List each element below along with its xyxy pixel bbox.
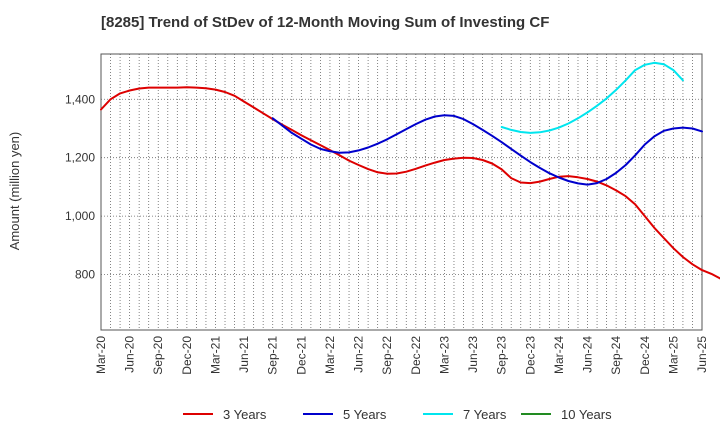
series-line-3-years [100, 86, 720, 280]
x-tick-label: Jun-24 [581, 336, 595, 373]
legend-label-3-years: 3 Years [223, 407, 267, 422]
x-tick-label: Jun-20 [123, 336, 137, 373]
x-tick-label: Dec-21 [294, 336, 308, 375]
x-tick-label: Mar-23 [437, 336, 451, 374]
x-tick-label: Sep-24 [609, 336, 623, 375]
x-tick-label: Mar-20 [94, 336, 108, 374]
y-tick-label: 1,400 [65, 92, 95, 106]
x-tick-label: Mar-25 [666, 336, 680, 374]
y-axis-label: Amount (million yen) [7, 132, 22, 251]
x-tick-label: Mar-22 [323, 336, 337, 374]
x-tick-label: Jun-22 [352, 336, 366, 373]
x-tick-label: Sep-21 [266, 336, 280, 375]
y-tick-label: 800 [75, 268, 95, 282]
x-tick-label: Sep-20 [151, 336, 165, 375]
y-tick-label: 1,200 [65, 151, 95, 165]
x-tick-label: Dec-24 [638, 336, 652, 375]
x-tick-label: Jun-25 [695, 336, 709, 373]
x-tick-label: Sep-23 [495, 336, 509, 375]
x-tick-label: Sep-22 [380, 336, 394, 375]
legend-label-5-years: 5 Years [343, 407, 387, 422]
x-tick-label: Jun-21 [237, 336, 251, 373]
plot-area: 800 1,000 1,200 1,400 Mar-20 Jun-20 Sep-20 Dec-… [65, 53, 720, 375]
legend-label-7-years: 7 Years [463, 407, 507, 422]
x-tick-label: Mar-24 [552, 336, 566, 374]
series-line-5-years [271, 114, 703, 186]
x-tick-label: Jun-23 [466, 336, 480, 373]
x-tick-label: Mar-21 [208, 336, 222, 374]
plot-frame [100, 53, 703, 331]
legend: 3 Years 5 Years 7 Years 10 Years [183, 407, 612, 422]
x-tick-label: Dec-20 [180, 336, 194, 375]
y-tick-label: 1,000 [65, 209, 95, 223]
x-tick-label: Dec-22 [409, 336, 423, 375]
legend-label-10-years: 10 Years [561, 407, 612, 422]
x-tick-label: Dec-23 [523, 336, 537, 375]
series-line-7-years [500, 61, 684, 134]
chart-title: [8285] Trend of StDev of 12-Month Moving… [101, 14, 549, 31]
